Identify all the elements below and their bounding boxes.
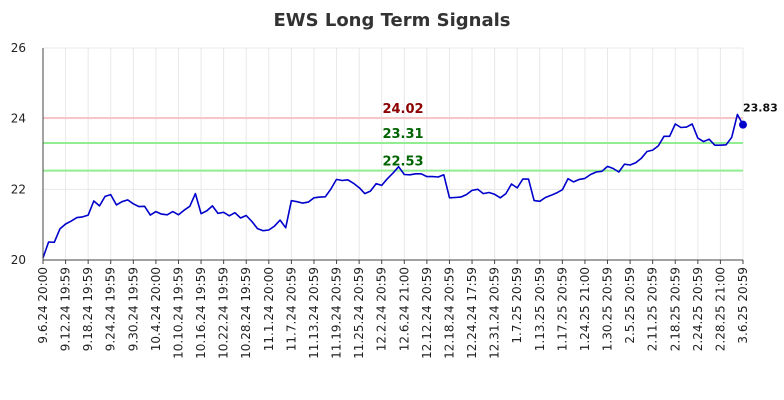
y-axis-ticks: 20 22 24 26 [11, 41, 26, 267]
last-value-marker: 23.83 [739, 101, 778, 129]
y-tick-label: 26 [11, 41, 26, 55]
x-tick-label: 10.28.24 19:59 [239, 267, 253, 359]
x-tick-label: 11.19.24 20:59 [330, 267, 344, 359]
x-tick-label: 2.5.25 20:59 [623, 267, 637, 344]
x-tick-label: 12.31.24 20:59 [488, 267, 502, 359]
chart-title: EWS Long Term Signals [273, 10, 510, 31]
last-value-point [739, 120, 747, 129]
x-tick-label: 10.22.24 19:59 [217, 267, 231, 359]
y-tick-label: 24 [11, 112, 26, 126]
x-tick-label: 9.24.24 19:59 [104, 267, 118, 351]
x-tick-label: 11.25.24 20:59 [352, 267, 366, 359]
signal-level-label: 22.53 [382, 155, 423, 170]
x-tick-label: 1.17.25 20:59 [555, 267, 569, 351]
x-tick-label: 11.1.24 20:00 [262, 267, 276, 351]
x-tick-label: 12.24.24 17:59 [465, 267, 479, 359]
x-tick-label: 2.18.25 20:59 [668, 267, 682, 351]
x-tick-label: 12.18.24 20:59 [442, 267, 456, 359]
x-tick-label: 1.7.25 20:59 [510, 267, 524, 344]
x-axis-ticks: 9.6.24 20:00 9.12.24 19:59 9.18.24 19:59 9.… [36, 260, 750, 359]
x-tick-label: 12.2.24 20:59 [375, 267, 389, 351]
x-tick-label: 9.6.24 20:00 [36, 267, 50, 344]
x-tick-label: 11.13.24 20:59 [307, 267, 321, 359]
x-tick-label: 12.12.24 20:59 [420, 267, 434, 359]
x-tick-label: 11.7.24 20:59 [284, 267, 298, 351]
x-tick-label: 9.18.24 19:59 [81, 267, 95, 351]
y-tick-label: 22 [11, 182, 26, 196]
last-value-label: 23.83 [743, 101, 778, 114]
x-tick-label: 2.28.25 21:00 [713, 267, 727, 351]
signal-levels: 24.02 23.31 22.53 [43, 102, 743, 172]
x-tick-label: 1.13.25 20:59 [533, 267, 547, 351]
x-tick-label: 9.30.24 19:59 [126, 267, 140, 351]
x-tick-label: 2.24.25 20:59 [691, 267, 705, 351]
x-tick-label: 3.6.25 20:59 [736, 267, 750, 344]
x-tick-label: 10.4.24 20:00 [149, 267, 163, 351]
signal-level-label: 24.02 [382, 102, 423, 117]
x-tick-label: 1.24.25 21:00 [578, 267, 592, 351]
grid [42, 47, 744, 261]
x-tick-label: 9.12.24 19:59 [59, 267, 73, 351]
series [42, 113, 744, 259]
axes [42, 48, 743, 261]
price-line [42, 113, 744, 259]
x-tick-label: 10.16.24 19:59 [194, 267, 208, 359]
x-tick-label: 1.30.25 20:59 [601, 267, 615, 351]
signal-level-label: 23.31 [382, 127, 423, 142]
x-tick-label: 2.11.25 20:59 [646, 267, 660, 351]
x-tick-label: 10.10.24 19:59 [171, 267, 185, 359]
y-tick-label: 20 [11, 253, 26, 267]
x-tick-label: 12.6.24 21:00 [397, 267, 411, 351]
